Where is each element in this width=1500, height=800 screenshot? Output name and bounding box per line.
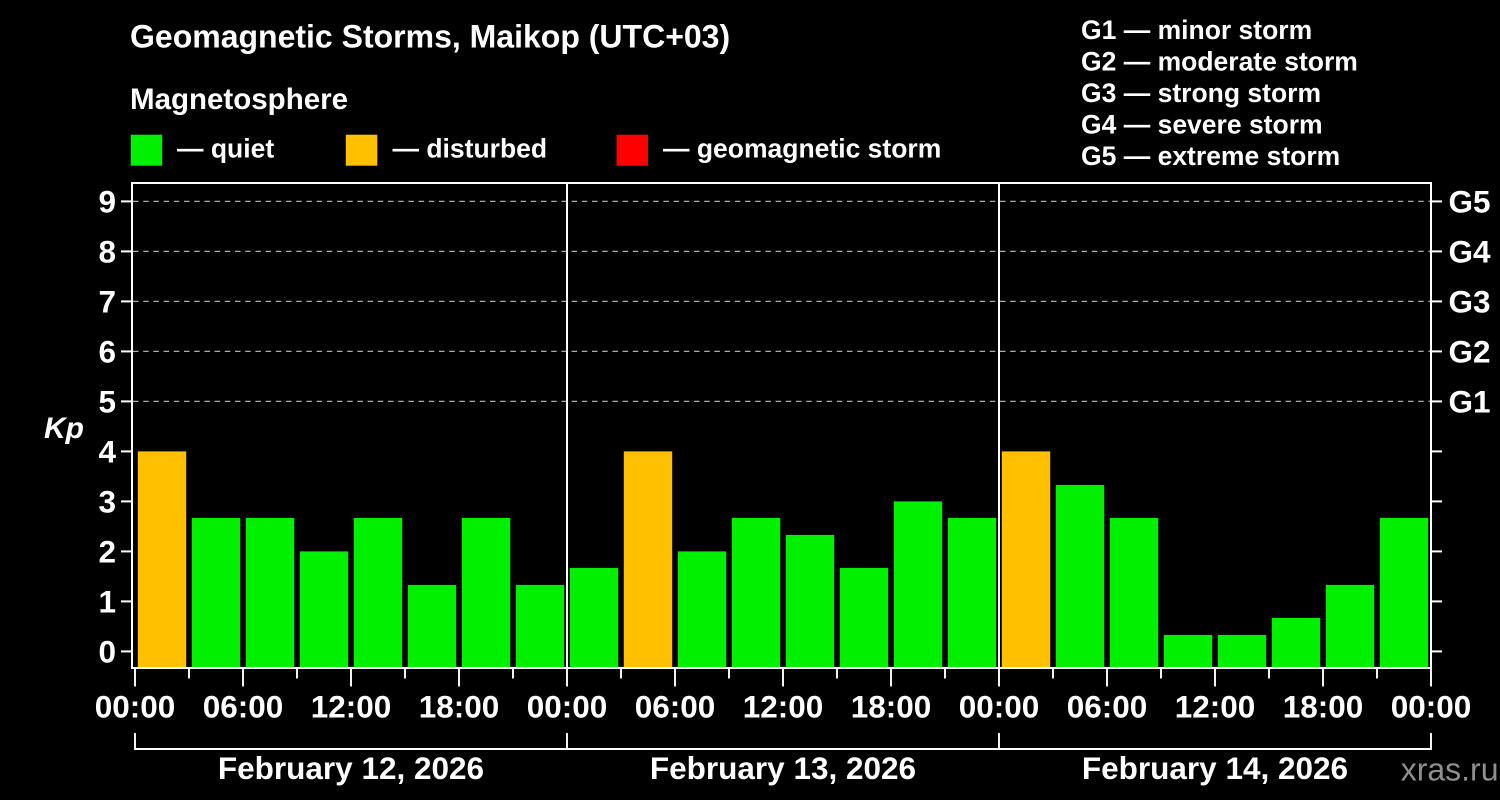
svg-text:0: 0: [98, 634, 116, 670]
svg-text:Geomagnetic Storms, Maikop (UT: Geomagnetic Storms, Maikop (UTC+03): [130, 19, 730, 55]
svg-text:G5 — extreme storm: G5 — extreme storm: [1081, 141, 1340, 171]
svg-text:1: 1: [98, 584, 116, 620]
svg-text:G2: G2: [1449, 334, 1491, 370]
svg-text:8: 8: [98, 234, 116, 270]
svg-text:February 13, 2026: February 13, 2026: [650, 750, 916, 786]
svg-text:— disturbed: — disturbed: [393, 133, 548, 163]
svg-text:12:00: 12:00: [311, 688, 392, 724]
svg-text:G1: G1: [1449, 384, 1491, 420]
svg-text:G1 — minor storm: G1 — minor storm: [1081, 15, 1312, 45]
svg-text:4: 4: [98, 434, 116, 470]
svg-text:00:00: 00:00: [959, 688, 1040, 724]
svg-text:12:00: 12:00: [1175, 688, 1256, 724]
svg-text:G2 — moderate storm: G2 — moderate storm: [1081, 47, 1358, 77]
svg-text:G4: G4: [1449, 234, 1492, 270]
svg-text:xras.ru: xras.ru: [1401, 752, 1499, 788]
svg-text:February 14, 2026: February 14, 2026: [1082, 750, 1348, 786]
svg-text:18:00: 18:00: [851, 688, 932, 724]
svg-text:9: 9: [98, 184, 116, 220]
svg-text:18:00: 18:00: [419, 688, 500, 724]
svg-text:18:00: 18:00: [1283, 688, 1364, 724]
svg-text:G5: G5: [1449, 184, 1491, 220]
svg-text:06:00: 06:00: [1067, 688, 1148, 724]
svg-text:February 12, 2026: February 12, 2026: [218, 750, 484, 786]
svg-text:2: 2: [98, 534, 116, 570]
svg-text:06:00: 06:00: [635, 688, 716, 724]
svg-text:5: 5: [98, 384, 116, 420]
svg-text:06:00: 06:00: [203, 688, 284, 724]
svg-text:7: 7: [98, 284, 116, 320]
svg-text:12:00: 12:00: [743, 688, 824, 724]
svg-text:6: 6: [98, 334, 116, 370]
svg-text:G3 — strong storm: G3 — strong storm: [1081, 78, 1321, 108]
svg-text:— geomagnetic storm: — geomagnetic storm: [663, 133, 941, 163]
svg-text:Kp: Kp: [44, 412, 84, 445]
svg-text:3: 3: [98, 484, 116, 520]
svg-text:00:00: 00:00: [95, 688, 176, 724]
svg-text:G4 — severe storm: G4 — severe storm: [1081, 110, 1323, 140]
svg-text:— quiet: — quiet: [177, 133, 274, 163]
svg-text:00:00: 00:00: [527, 688, 608, 724]
svg-text:G3: G3: [1449, 284, 1491, 320]
svg-text:Magnetosphere: Magnetosphere: [130, 83, 348, 116]
svg-text:00:00: 00:00: [1391, 688, 1472, 724]
